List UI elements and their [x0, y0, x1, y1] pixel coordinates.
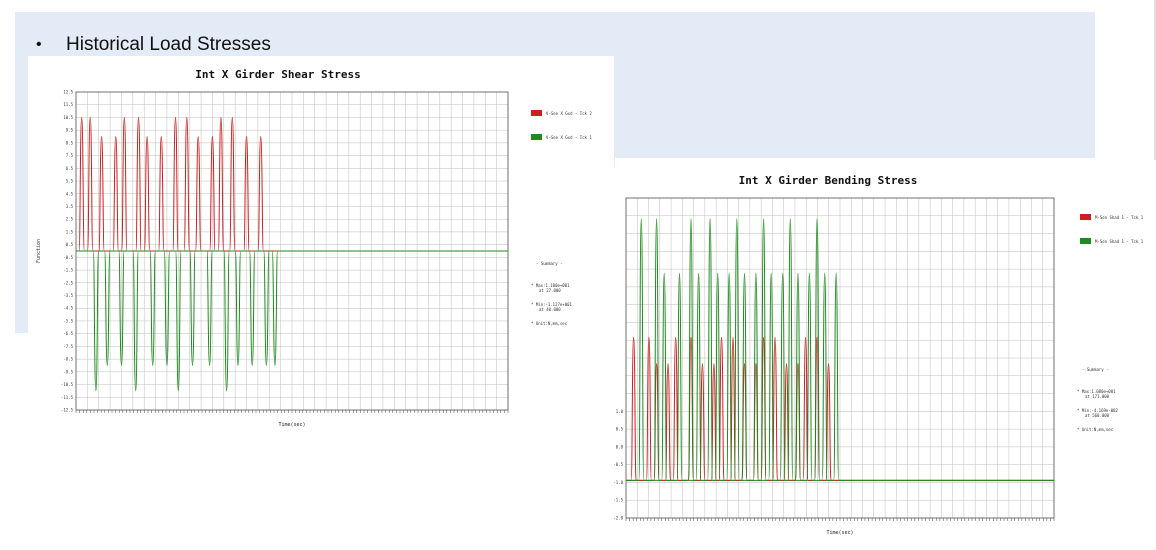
y-tick-label: 8.5	[66, 140, 74, 145]
summary-heading: - Summary -	[536, 261, 563, 266]
y-tick-label: -7.5	[63, 344, 73, 349]
y-tick-label: 2.5	[66, 217, 74, 222]
y-tick-label: -6.5	[63, 331, 73, 336]
y-tick-label: 1.5	[66, 229, 74, 234]
y-tick-label: -11.5	[61, 395, 74, 400]
y-tick-label: -12.5	[61, 408, 74, 413]
bullet-icon: •	[36, 36, 42, 53]
y-tick-label: -2.0	[613, 516, 623, 521]
summary-max: * Max:1.100e+001	[531, 283, 570, 288]
summary-min: * Min:-4.169e-002	[1077, 408, 1119, 413]
y-tick-label: 10.5	[63, 115, 73, 120]
y-tick-label: -5.5	[63, 318, 73, 323]
y-tick-label: -0.5	[613, 462, 623, 467]
y-tick-label: -2.5	[63, 280, 73, 285]
legend-label: M-Sen Shad 1 - Tck 1	[1095, 239, 1144, 244]
bending-stress-chart-panel: Int X Girder Bending Stress 1.0 0.5 0.0 -0.5…	[602, 168, 1156, 545]
legend-label: V-Sen X Gxd - Tck 2	[546, 111, 592, 116]
y-tick-label: -4.5	[63, 306, 73, 311]
series-line	[76, 116, 304, 252]
x-axis-label: Time(sec)	[278, 422, 305, 428]
y-tick-label: 5.5	[66, 179, 74, 184]
legend-label: M-Sen Shad 1 - Tck 1	[1095, 215, 1144, 220]
y-tick-label: 7.5	[66, 153, 74, 158]
slide-bullet: • Historical Load Stresses	[36, 34, 271, 56]
shear-stress-chart: Int X Girder Shear Stress 12.5 11.5 10.5 9.5…	[36, 68, 592, 428]
legend-swatch	[1080, 214, 1091, 220]
legend-swatch	[531, 110, 542, 116]
legend-swatch	[1080, 238, 1091, 244]
legend-swatch	[531, 134, 542, 140]
chart-title: Int X Girder Bending Stress	[739, 174, 918, 187]
summary-min: * Min:-1.127e+001	[531, 302, 573, 307]
shear-stress-chart-panel: Int X Girder Shear Stress 12.5 11.5 10.5 9.5…	[28, 56, 614, 436]
summary-max: * Max:1.080e+001	[1077, 389, 1116, 394]
y-tick-label: -1.0	[613, 480, 623, 485]
x-axis-label: Time(sec)	[826, 530, 853, 536]
y-tick-label: 0.5	[616, 427, 624, 432]
legend-label: V-Sen X Gxd - Tck 1	[546, 135, 592, 140]
y-tick-label: 4.5	[66, 191, 74, 196]
summary-min-at: at 560.000	[1085, 413, 1110, 418]
summary-unit: * Unit:N,mm,sec	[531, 321, 568, 326]
y-tick-label: -8.5	[63, 357, 73, 362]
y-tick-label: 6.5	[66, 166, 74, 171]
summary-unit: * Unit:N,mm,sec	[1077, 427, 1114, 432]
y-tick-label: 3.5	[66, 204, 74, 209]
y-tick-label: -10.5	[61, 382, 74, 387]
slide-edge-divider	[1154, 0, 1156, 160]
y-tick-label: -1.5	[63, 268, 73, 273]
summary-max-at: at 171.000	[1085, 394, 1110, 399]
y-tick-label: 11.5	[63, 102, 73, 107]
summary-max-at: at 27.000	[539, 288, 561, 293]
y-tick-label: 0.0	[616, 444, 624, 449]
y-tick-label: 1.0	[616, 409, 624, 414]
bending-stress-chart: Int X Girder Bending Stress 1.0 0.5 0.0 -0.5…	[613, 174, 1144, 536]
chart-title: Int X Girder Shear Stress	[195, 68, 361, 81]
bullet-text: Historical Load Stresses	[66, 34, 271, 55]
series-line	[76, 250, 508, 392]
y-tick-label: 9.5	[66, 128, 74, 133]
y-tick-label: -1.5	[613, 498, 623, 503]
y-tick-label: -0.5	[63, 255, 73, 260]
y-tick-label: 0.5	[66, 242, 74, 247]
series-line	[626, 218, 1054, 481]
y-tick-label: 12.5	[63, 90, 73, 95]
y-axis-label: Function	[36, 239, 42, 263]
y-tick-label: -9.5	[63, 369, 73, 374]
summary-heading: - Summary -	[1082, 367, 1109, 372]
y-tick-label: -3.5	[63, 293, 73, 298]
summary-min-at: at 40.000	[539, 307, 561, 312]
